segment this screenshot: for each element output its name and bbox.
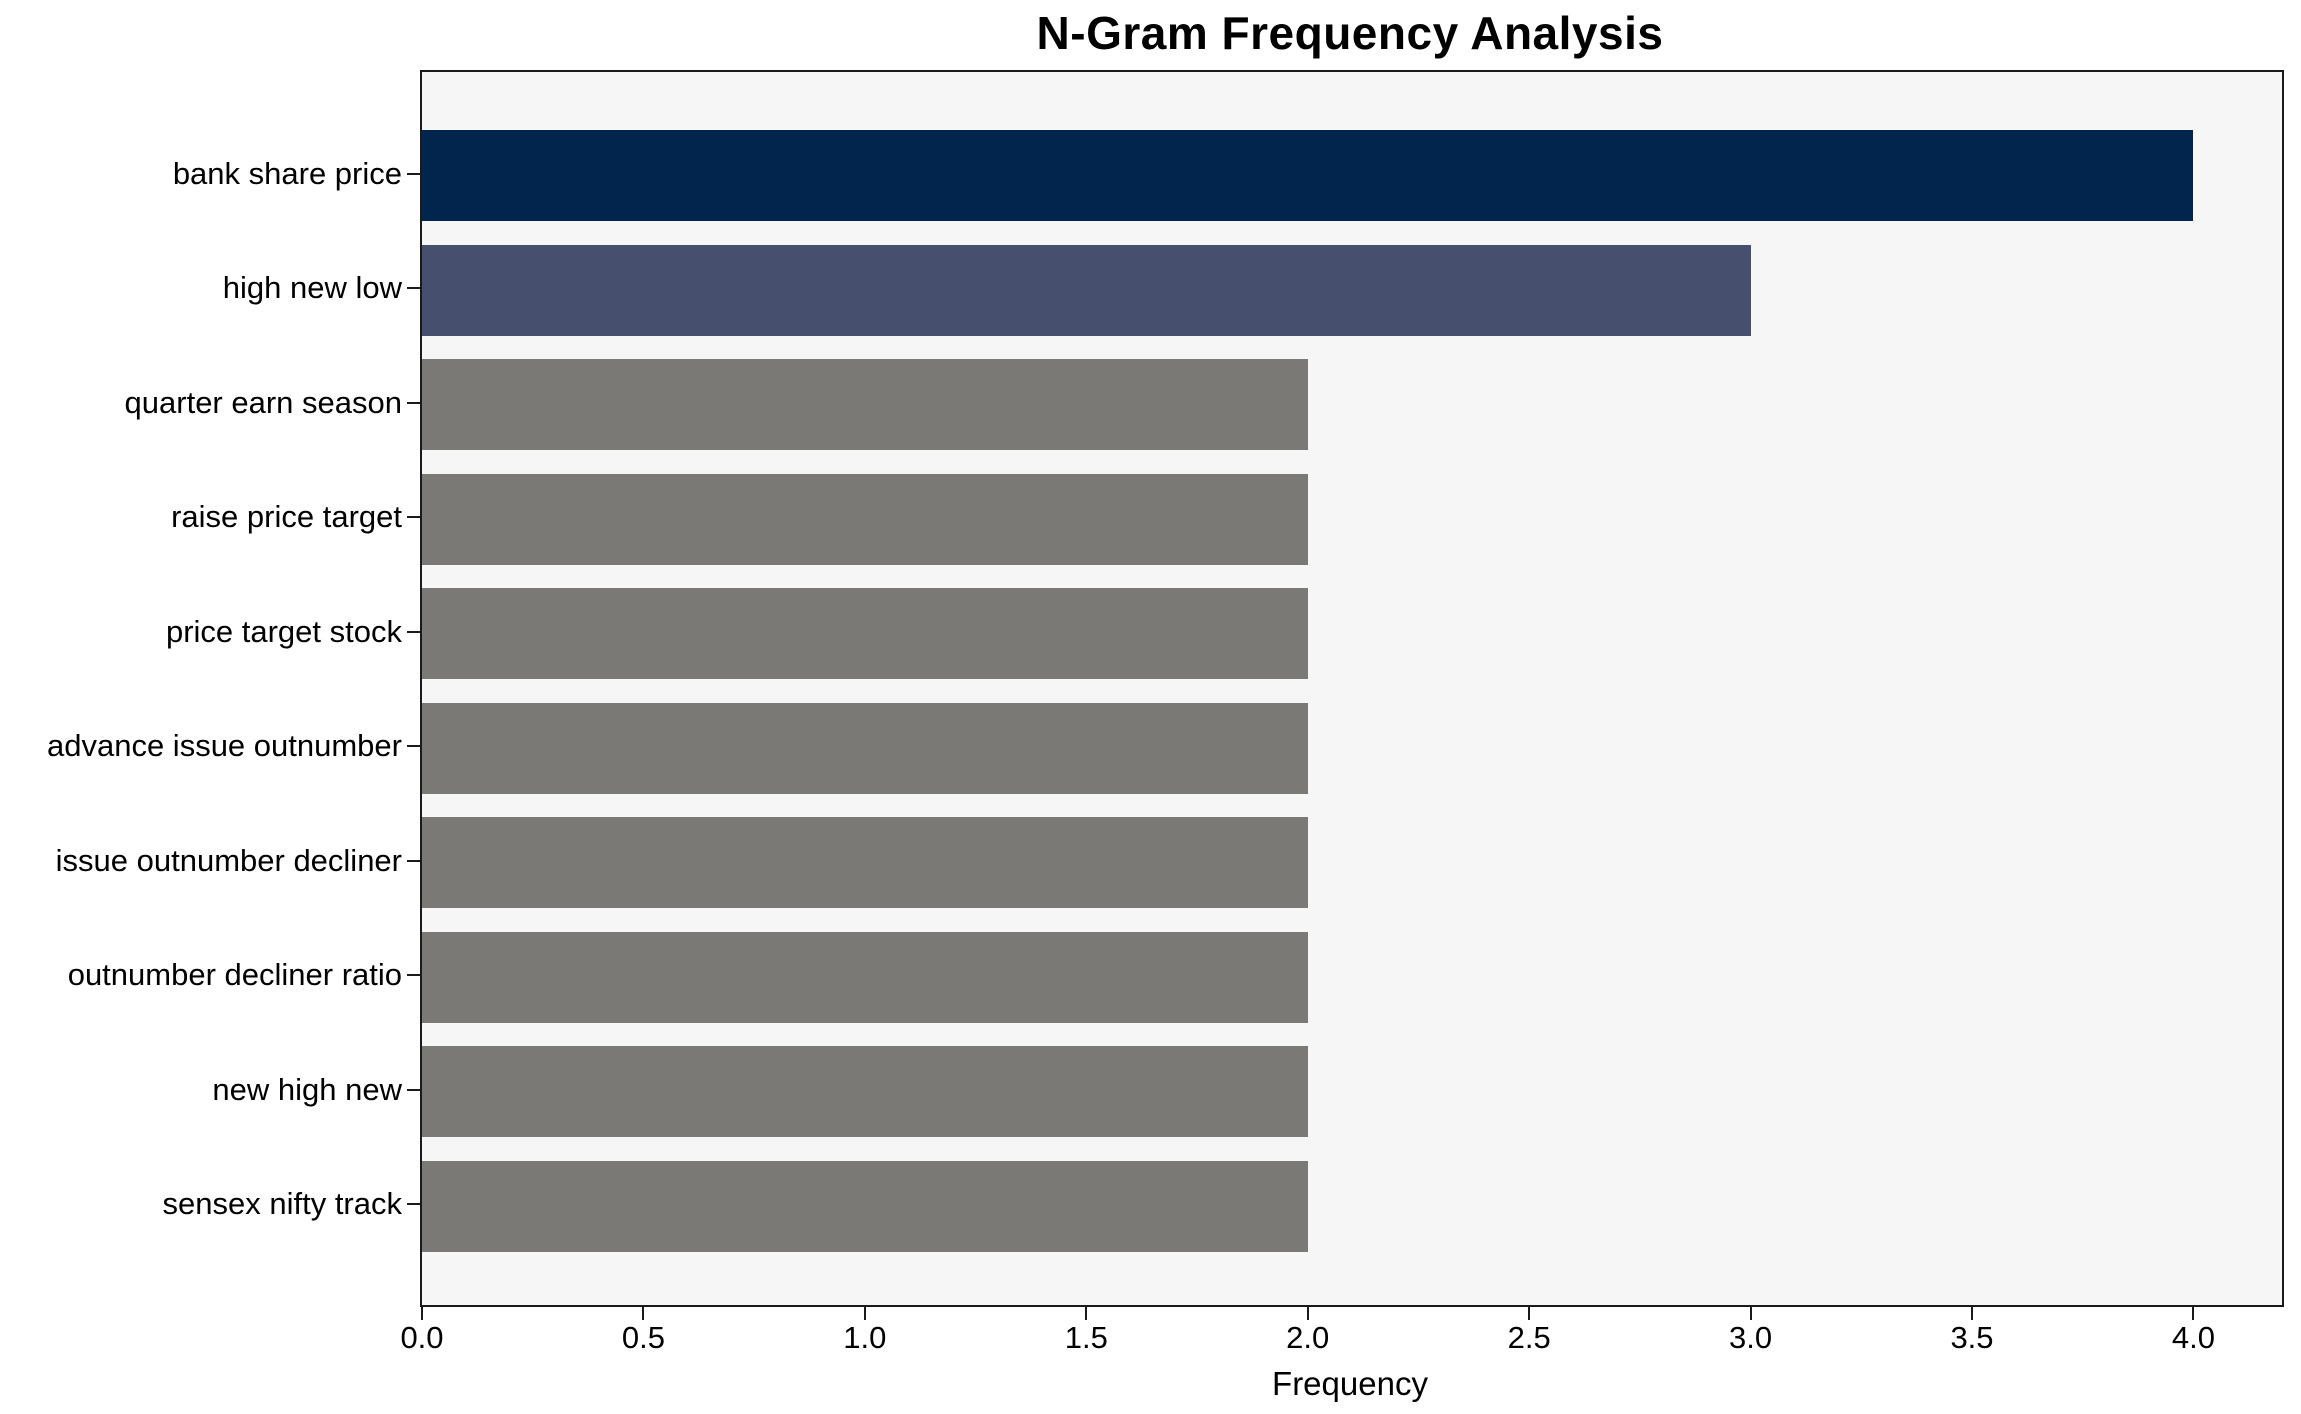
x-tick-mark	[1749, 1307, 1752, 1320]
x-tick-label: 0.0	[400, 1320, 444, 1355]
y-tick-mark	[407, 630, 420, 633]
bar	[422, 1160, 1308, 1252]
bar	[422, 931, 1308, 1023]
x-tick-mark	[1528, 1307, 1531, 1320]
bar	[422, 244, 1751, 336]
bar	[422, 130, 2194, 221]
x-axis-label: Frequency	[1272, 1365, 1428, 1402]
y-tick-label: bank share price	[172, 155, 402, 191]
x-tick-mark	[1306, 1307, 1309, 1320]
y-tick-label: quarter earn season	[124, 384, 402, 420]
bar	[422, 817, 1308, 908]
y-tick-label: new high new	[212, 1071, 402, 1107]
y-tick-label: advance issue outnumber	[46, 728, 402, 763]
y-tick-mark	[407, 516, 420, 518]
x-tick-label: 2.0	[1286, 1320, 1330, 1355]
y-tick-mark	[407, 859, 420, 862]
bar	[422, 473, 1308, 565]
x-tick-label: 1.5	[1064, 1320, 1108, 1355]
x-tick-mark	[421, 1307, 423, 1320]
y-tick-mark	[407, 1203, 420, 1205]
y-tick-mark	[407, 974, 420, 976]
x-tick-mark	[1085, 1307, 1088, 1320]
x-tick-mark	[642, 1307, 645, 1320]
y-tick-label: issue outnumber decliner	[55, 842, 402, 878]
y-tick-label: sensex nifty track	[162, 1186, 402, 1221]
y-tick-mark	[407, 745, 420, 747]
x-tick-label: 4.0	[2171, 1320, 2215, 1355]
x-tick-label: 3.5	[1950, 1320, 1994, 1355]
y-axis-labels: bank share price high new low quarter earn…	[0, 70, 402, 1303]
y-tick-label: high new low	[222, 270, 402, 305]
y-tick-mark	[407, 172, 420, 175]
y-tick-mark	[407, 1088, 420, 1091]
chart-title: N-Gram Frequency Analysis	[1036, 7, 1664, 59]
y-tick-mark	[407, 287, 420, 289]
x-tick-label: 0.5	[621, 1320, 665, 1355]
y-tick-mark	[407, 401, 420, 404]
x-tick-label: 1.0	[843, 1320, 887, 1355]
x-tick-label: 3.0	[1729, 1320, 1773, 1355]
x-tick-mark	[1971, 1307, 1973, 1320]
y-tick-label: price target stock	[165, 613, 402, 649]
bar	[422, 702, 1308, 794]
bar	[422, 588, 1308, 679]
bar	[422, 1046, 1308, 1137]
x-tick-label: 2.5	[1507, 1320, 1551, 1355]
y-tick-label: outnumber decliner ratio	[67, 957, 402, 992]
plot-area	[420, 70, 2284, 1307]
y-tick-label: raise price target	[171, 499, 402, 534]
bar	[422, 359, 1308, 450]
x-tick-mark	[2192, 1307, 2195, 1320]
x-tick-mark	[863, 1307, 866, 1320]
